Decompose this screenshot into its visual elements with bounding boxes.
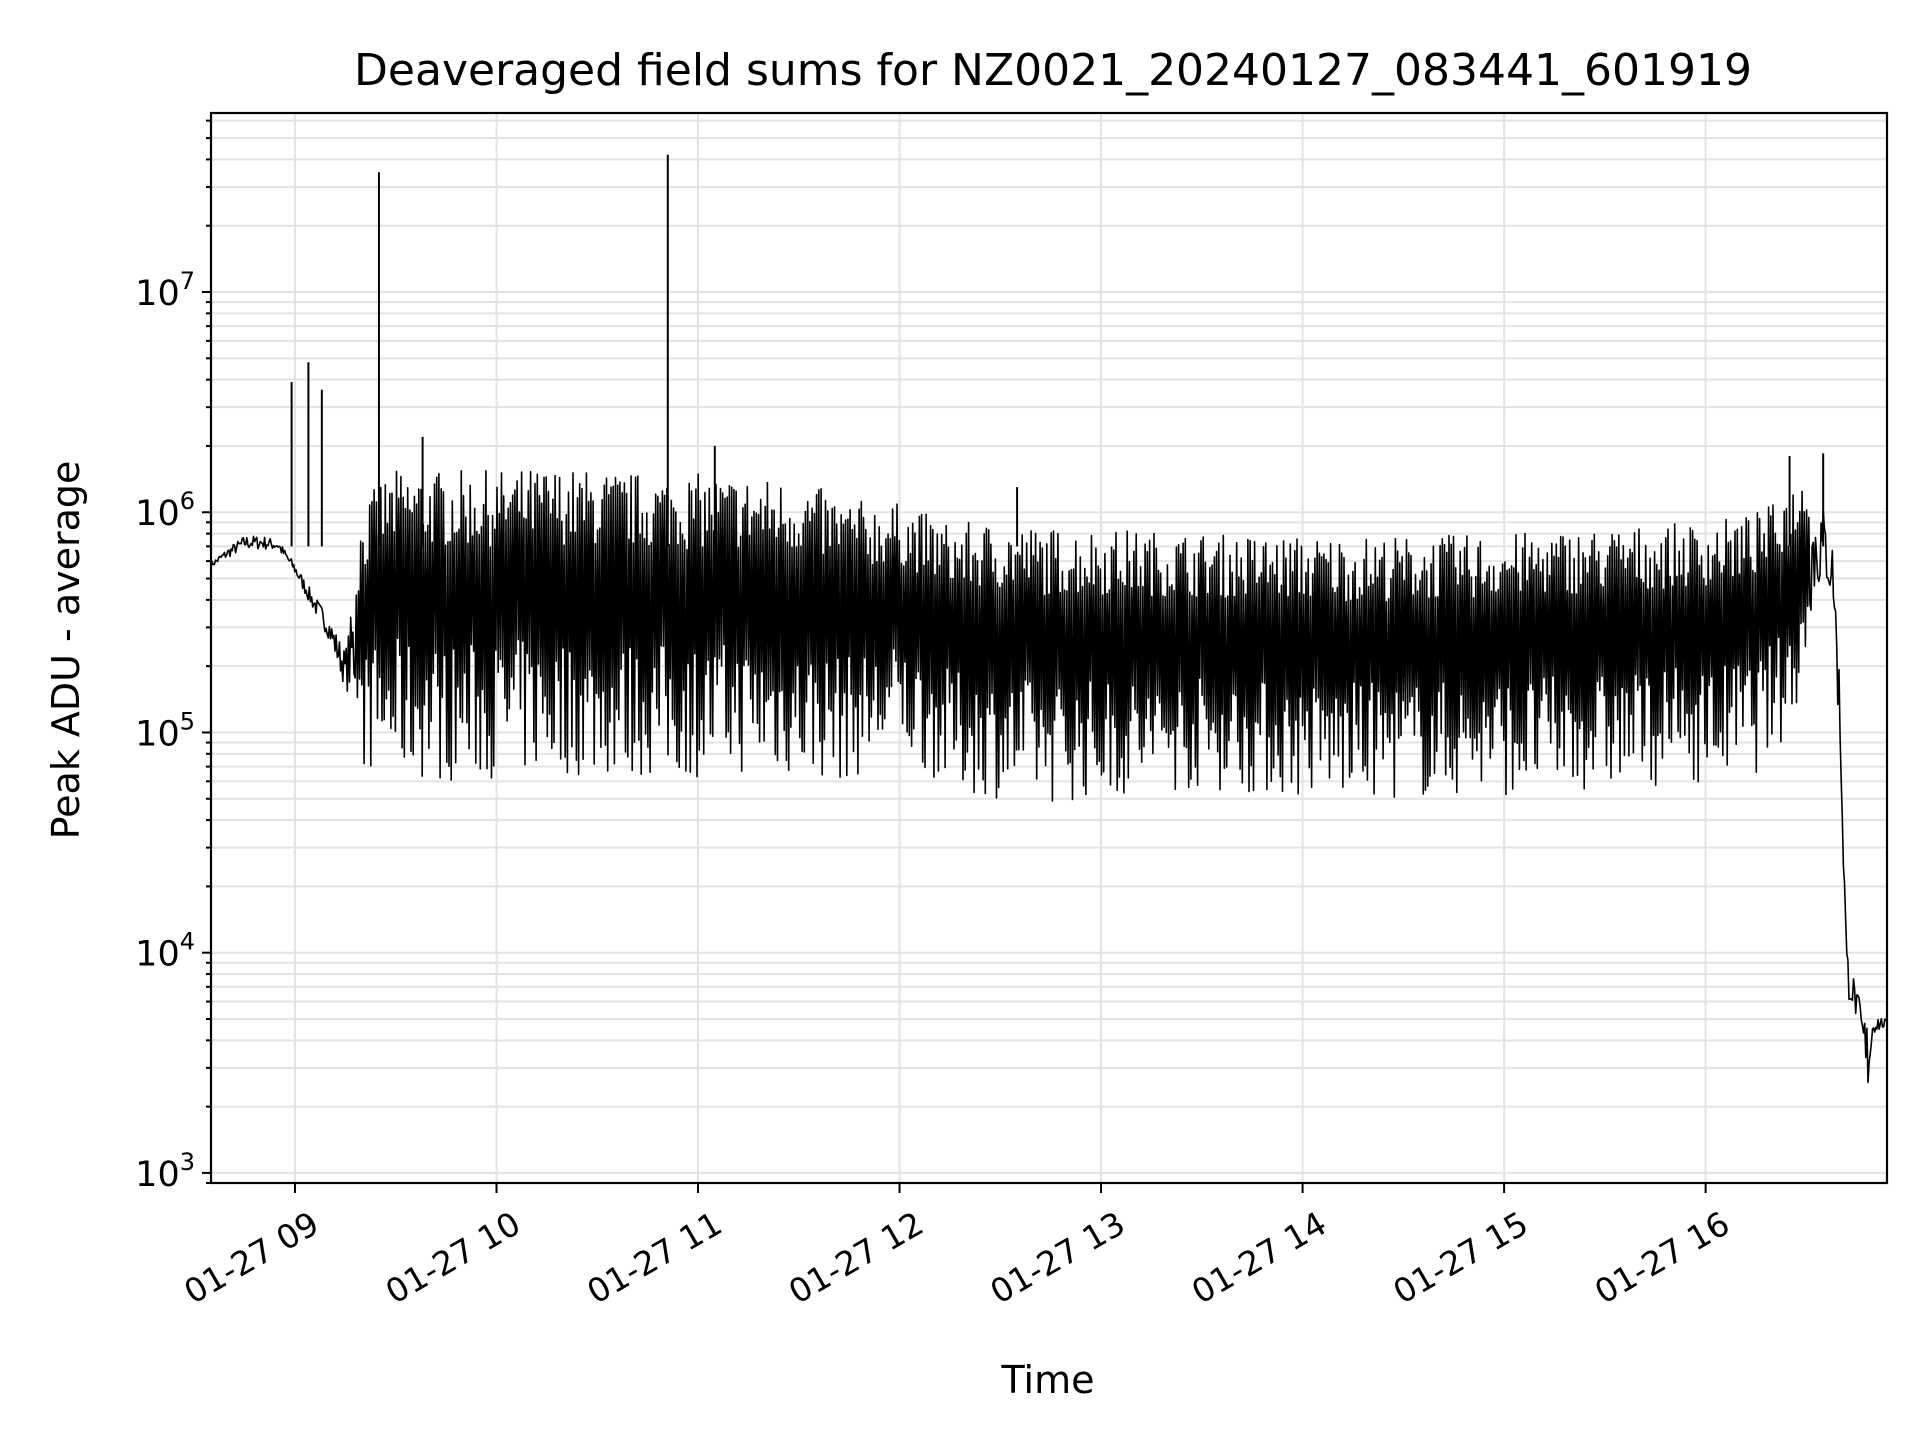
plot-frame bbox=[209, 111, 1889, 1185]
y-tick-base: 10 bbox=[135, 935, 180, 975]
y-tick-base: 10 bbox=[135, 274, 180, 314]
x-tick-label: 01-27 16 bbox=[1588, 1204, 1736, 1312]
y-tick-base: 10 bbox=[135, 494, 180, 534]
y-tick-exponent: 5 bbox=[180, 707, 195, 735]
y-tick-label: 104 bbox=[135, 928, 195, 975]
y-tick-label: 106 bbox=[135, 487, 195, 534]
ticks: 01-27 09 01-27 10 01-27 11 01-27 12 01-27 13… bbox=[135, 119, 1736, 1312]
y-tick-exponent: 4 bbox=[180, 928, 195, 956]
x-axis-label: Time bbox=[1001, 1358, 1095, 1402]
chart-title: Deaveraged field sums for NZ0021_2024012… bbox=[354, 45, 1752, 96]
x-tick-label: 01-27 13 bbox=[983, 1204, 1131, 1312]
y-tick-label: 107 bbox=[135, 267, 195, 314]
y-tick-exponent: 7 bbox=[180, 267, 195, 295]
y-tick-exponent: 3 bbox=[180, 1148, 195, 1176]
x-tick-label: 01-27 15 bbox=[1387, 1204, 1535, 1312]
series-line bbox=[210, 469, 1888, 1084]
y-tick-base: 10 bbox=[135, 1155, 180, 1195]
x-tick-label: 01-27 09 bbox=[177, 1204, 325, 1312]
data-layer bbox=[210, 154, 1888, 1084]
x-tick-label: 01-27 14 bbox=[1185, 1204, 1333, 1312]
x-tick-label: 01-27 12 bbox=[782, 1204, 930, 1312]
y-tick-label: 105 bbox=[135, 707, 195, 754]
y-tick-label: 103 bbox=[135, 1148, 195, 1195]
y-tick-exponent: 6 bbox=[180, 487, 195, 515]
x-tick-label: 01-27 11 bbox=[580, 1204, 728, 1312]
y-tick-base: 10 bbox=[135, 714, 180, 754]
y-axis-label: Peak ADU - average bbox=[44, 461, 88, 840]
x-tick-label: 01-27 10 bbox=[379, 1204, 527, 1312]
